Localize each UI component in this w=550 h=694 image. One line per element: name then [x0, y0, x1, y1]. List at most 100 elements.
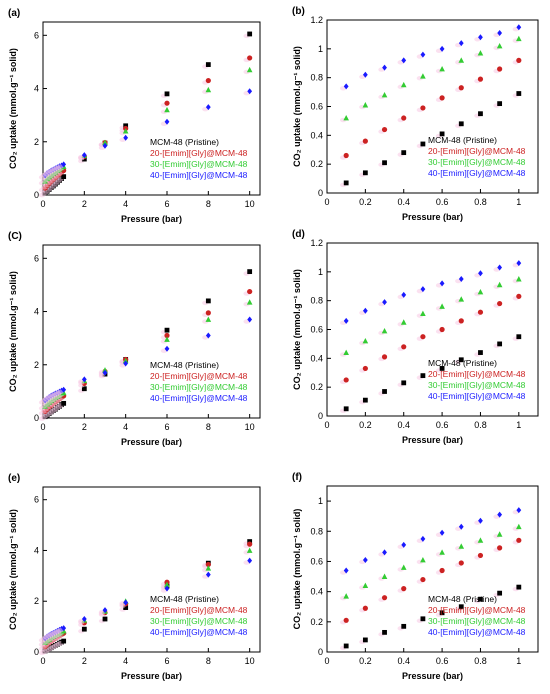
- data-point: [420, 334, 426, 340]
- series-4: [339, 507, 522, 575]
- data-point: [343, 317, 349, 324]
- y-tick-label: 4: [34, 84, 39, 94]
- x-tick-label: 0: [40, 422, 45, 432]
- data-point: [247, 55, 253, 61]
- data-point: [516, 91, 522, 96]
- y-tick-label: 1: [318, 267, 323, 277]
- data-point: [477, 552, 484, 559]
- data-point: [247, 88, 253, 95]
- data-point: [61, 174, 67, 180]
- data-point: [205, 310, 211, 316]
- data-point: [343, 152, 349, 159]
- y-tick-label: 4: [34, 545, 39, 555]
- x-tick-label: 0: [324, 420, 329, 430]
- y-tick-label: 1: [318, 44, 323, 54]
- data-point: [439, 567, 445, 574]
- data-point: [205, 565, 212, 571]
- legend-entry: MCM-48 (Pristine): [150, 137, 219, 147]
- data-point: [102, 142, 108, 149]
- data-point: [247, 557, 253, 564]
- data-point: [458, 296, 465, 302]
- y-tick-label: 0.4: [310, 587, 323, 597]
- y-tick-label: 0: [34, 413, 39, 423]
- x-tick-label: 8: [206, 199, 211, 209]
- data-point: [205, 571, 211, 578]
- data-point: [516, 57, 522, 63]
- x-tick-label: 0.8: [474, 420, 487, 430]
- data-point: [516, 24, 522, 31]
- data-point: [381, 354, 388, 360]
- data-point: [478, 111, 483, 117]
- data-point: [343, 377, 349, 383]
- data-point: [516, 537, 522, 543]
- y-tick-label: 0.2: [310, 159, 323, 169]
- data-point: [247, 316, 253, 323]
- data-point: [343, 643, 349, 649]
- data-point: [516, 507, 522, 514]
- x-axis-title: Pressure (bar): [121, 214, 182, 224]
- data-point: [123, 360, 129, 367]
- y-tick-label: 0.8: [310, 296, 323, 306]
- data-point: [400, 81, 407, 88]
- data-point: [497, 511, 503, 518]
- plot-frame: [326, 485, 539, 653]
- y-tick-label: 0.8: [310, 526, 323, 536]
- legend-entry: 40-[Emim][Gly]@MCM-48: [150, 170, 248, 180]
- data-point: [61, 161, 67, 168]
- legend-entry: 30-[Emim][Gly]@MCM-48: [428, 380, 526, 390]
- x-tick-label: 0: [40, 656, 45, 666]
- data-point: [81, 376, 87, 383]
- data-point: [247, 541, 253, 547]
- data-point: [81, 386, 87, 392]
- data-point: [81, 616, 87, 622]
- data-point: [477, 289, 484, 295]
- data-point: [247, 288, 253, 295]
- data-point: [362, 338, 369, 344]
- data-point: [458, 318, 464, 324]
- y-tick-label: 2: [34, 360, 39, 370]
- y-axis-title: CO₂ uptake (mmol.g⁻¹ solid): [8, 48, 18, 169]
- data-point: [497, 264, 503, 271]
- data-point: [496, 281, 503, 288]
- y-tick-label: 0: [34, 647, 39, 657]
- data-point: [439, 529, 445, 536]
- data-point: [343, 567, 349, 574]
- x-tick-label: 6: [164, 422, 169, 432]
- data-point: [343, 617, 349, 623]
- data-point: [61, 638, 67, 644]
- data-point: [439, 610, 445, 616]
- data-point: [205, 298, 211, 304]
- data-point: [362, 102, 369, 108]
- y-tick-label: 1: [318, 496, 323, 506]
- y-tick-label: 0: [318, 647, 323, 657]
- y-tick-label: 0: [318, 188, 323, 198]
- data-point: [343, 406, 349, 412]
- x-axis-title: Pressure (bar): [402, 212, 463, 222]
- x-tick-label: 0.8: [474, 656, 487, 666]
- y-tick-label: 1.2: [310, 238, 323, 248]
- data-point: [439, 280, 445, 287]
- data-point: [362, 365, 368, 372]
- data-point: [420, 373, 426, 379]
- y-tick-label: 0: [318, 411, 323, 421]
- series-3: [339, 276, 522, 357]
- x-tick-label: 0.4: [397, 197, 410, 207]
- chart-panel-a: (a) 0 2 4 6 8 10 0 2 4 6 Pressure (bar) CO₂ uptake (…: [8, 8, 261, 224]
- y-tick-label: 0: [34, 190, 39, 200]
- data-point: [458, 85, 464, 91]
- data-point: [401, 380, 407, 386]
- x-tick-label: 2: [82, 656, 87, 666]
- series-3: [339, 35, 522, 123]
- data-point: [362, 582, 369, 588]
- legend-entry: MCM-48 (Pristine): [428, 358, 497, 368]
- data-point: [497, 29, 503, 36]
- data-point: [382, 549, 387, 556]
- data-point: [246, 299, 253, 305]
- data-point: [382, 299, 387, 306]
- data-point: [246, 66, 253, 73]
- data-point: [401, 541, 407, 548]
- legend: MCM-48 (Pristine)20-[Emim][Gly]@MCM-4830…: [150, 137, 248, 180]
- x-tick-label: 8: [206, 656, 211, 666]
- data-point: [362, 556, 368, 563]
- data-point: [497, 590, 503, 596]
